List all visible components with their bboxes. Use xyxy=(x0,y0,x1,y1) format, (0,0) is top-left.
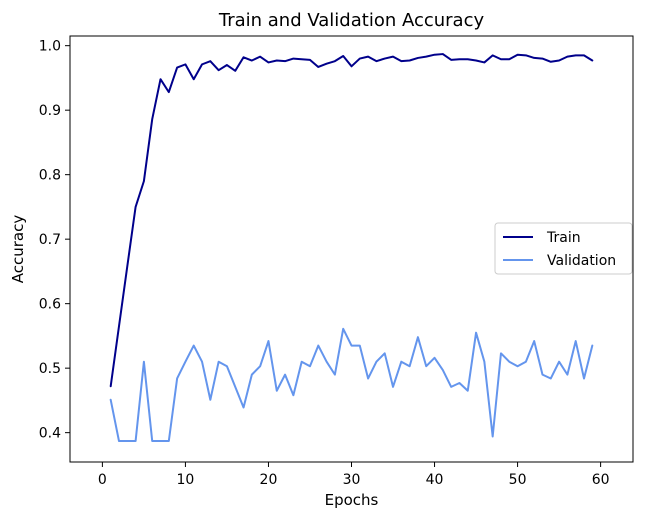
y-tick-label: 0.6 xyxy=(39,297,61,313)
y-axis: 0.4 0.5 0.6 0.7 0.8 0.9 1.0 xyxy=(39,39,70,442)
y-tick-label: 1.0 xyxy=(39,39,61,55)
y-tick-label: 0.4 xyxy=(39,426,61,442)
x-tick-label: 10 xyxy=(177,472,195,488)
x-tick-label: 60 xyxy=(592,472,610,488)
legend-box xyxy=(494,222,633,275)
legend-label-train: Train xyxy=(546,230,581,246)
x-tick-label: 0 xyxy=(98,472,107,488)
series-line-train xyxy=(109,53,594,388)
y-tick-label: 0.8 xyxy=(39,168,61,184)
chart-title: Train and Validation Accuracy xyxy=(218,10,485,31)
x-tick-label: 50 xyxy=(509,472,527,488)
y-axis-title: Accuracy xyxy=(9,215,27,284)
x-tick-label: 30 xyxy=(343,472,361,488)
legend: Train Validation xyxy=(494,222,633,275)
series-layer xyxy=(109,53,594,443)
x-tick-label: 20 xyxy=(260,472,278,488)
x-tick-label: 40 xyxy=(426,472,444,488)
legend-label-validation: Validation xyxy=(547,253,616,269)
y-tick-label: 0.7 xyxy=(39,232,61,248)
y-tick-label: 0.5 xyxy=(39,361,61,377)
series-line-validation xyxy=(109,327,594,443)
y-tick-label: 0.9 xyxy=(39,103,61,119)
x-axis: 0 10 20 30 40 50 60 xyxy=(98,462,610,488)
x-axis-title: Epochs xyxy=(325,491,379,509)
